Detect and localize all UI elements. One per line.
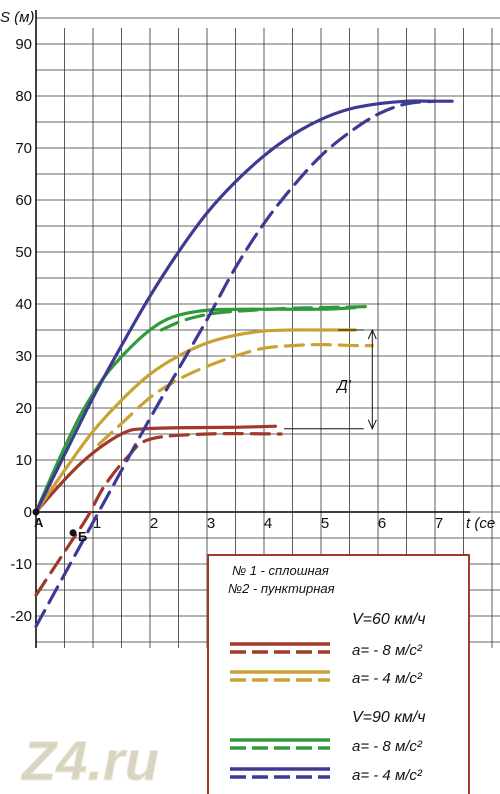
- dimension-arrow: [367, 419, 377, 431]
- watermark-logo: Z4.ru: [20, 729, 159, 792]
- y-tick-label: 80: [15, 88, 32, 105]
- legend-box: [207, 554, 470, 794]
- legend-group2-title: V=90 км/ч: [352, 709, 426, 726]
- legend-group1-title: V=60 км/ч: [352, 611, 426, 628]
- x-tick-label: 5: [321, 515, 329, 532]
- dimension-label: Д': [335, 377, 352, 394]
- series: [34, 99, 454, 628]
- axes: S (м) t (се: [0, 9, 495, 648]
- legend-entries: a= - 8 м/с² a= - 4 м/с² a= - 8 м/с² a= - 4 …: [230, 642, 423, 784]
- y-tick-label: 90: [15, 36, 32, 53]
- x-tick-label: 1: [93, 515, 101, 532]
- point-label: А: [34, 515, 44, 530]
- legend-entry-label: a= - 8 м/с²: [352, 642, 423, 659]
- x-tick-label: 6: [378, 515, 386, 532]
- y-tick-label: 40: [15, 296, 32, 313]
- y-tick-label: 30: [15, 348, 32, 365]
- series-line-s60a4_solid: [34, 328, 357, 514]
- y-tick-label: -10: [10, 556, 32, 573]
- dimension-arrow: [367, 328, 377, 340]
- point-label: Б: [78, 529, 87, 544]
- x-tick-label: 4: [264, 515, 272, 532]
- point-marker: [69, 529, 77, 537]
- series-line-s60a4_dashed: [97, 342, 374, 446]
- series-line-s60a8_dashed: [34, 432, 283, 597]
- legend-entry-label: a= - 4 м/с²: [352, 767, 423, 784]
- y-tick-label: 10: [15, 452, 32, 469]
- x-tick-label: 2: [150, 515, 158, 532]
- tick-labels: -20 -10 0 10 20 30 40 50 60 70 80 90 1 2 3 4 5 6 7: [10, 36, 443, 625]
- series-line-s90a4_dashed: [34, 99, 437, 628]
- y-tick-label: 0: [24, 504, 32, 521]
- x-axis-label: t (се: [466, 515, 495, 532]
- legend-header-solid: № 1 - сплошная: [232, 563, 329, 578]
- series-line-s60a8_solid: [34, 424, 277, 514]
- annotations: А Б Д': [32, 328, 377, 544]
- legend-header-dashed: №2 - пунктирная: [228, 581, 335, 596]
- x-tick-label: 3: [207, 515, 215, 532]
- x-tick-label: 7: [435, 515, 443, 532]
- y-tick-label: 70: [15, 140, 32, 157]
- series-line-s90a4_solid: [34, 99, 454, 514]
- y-tick-label: 50: [15, 244, 32, 261]
- y-tick-label: 20: [15, 400, 32, 417]
- point-marker: [32, 508, 40, 516]
- y-tick-label: 60: [15, 192, 32, 209]
- grid: [35, 17, 500, 648]
- watermark: Z4.ru: [20, 729, 160, 793]
- y-tick-label: -20: [10, 608, 32, 625]
- legend: № 1 - сплошная №2 - пунктирная V=60 км/ч…: [207, 554, 470, 794]
- legend-entry-label: a= - 4 м/с²: [352, 670, 423, 687]
- legend-entry-label: a= - 8 м/с²: [352, 738, 423, 755]
- y-axis-label: S (м): [0, 9, 34, 26]
